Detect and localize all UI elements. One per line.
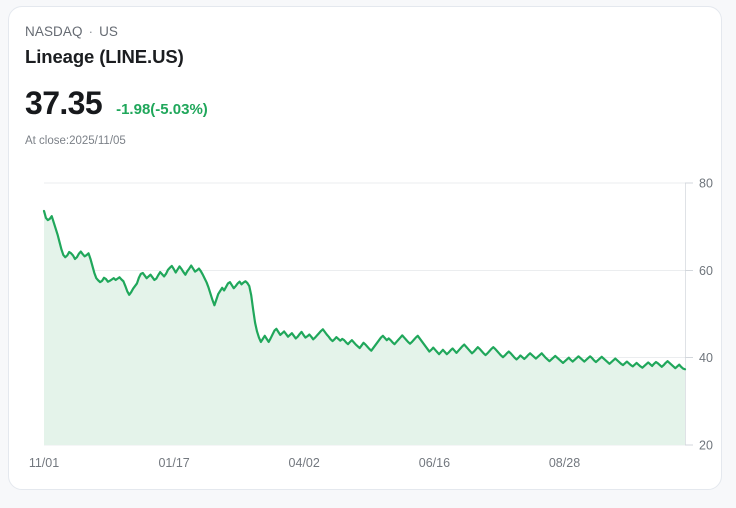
stock-quote-card: NASDAQ · US Lineage (LINE.US) 37.35 -1.9… bbox=[8, 6, 722, 490]
quote-header: NASDAQ · US Lineage (LINE.US) 37.35 -1.9… bbox=[25, 23, 705, 149]
price-change: -1.98(-5.03%) bbox=[116, 101, 208, 118]
x-axis-labels: 11/01 01/17 04/02 06/16 08/28 bbox=[29, 456, 580, 470]
market-status-note: At close:2025/11/05 bbox=[25, 135, 126, 147]
svg-text:60: 60 bbox=[699, 264, 713, 278]
x-axis-tick-label: 06/16 bbox=[419, 456, 450, 470]
x-axis-tick-label: 11/01 bbox=[29, 456, 59, 470]
x-axis-tick-label: 04/02 bbox=[289, 456, 320, 470]
chart-axis bbox=[685, 182, 693, 446]
page-title: Lineage (LINE.US) bbox=[25, 46, 184, 67]
exchange-row: NASDAQ · US bbox=[25, 23, 705, 41]
region-label: US bbox=[99, 24, 119, 39]
y-axis-labels: 80 60 40 20 bbox=[699, 177, 713, 453]
exchange-name: NASDAQ bbox=[25, 24, 83, 39]
svg-text:80: 80 bbox=[699, 177, 713, 191]
price-chart-svg[interactable]: 80 60 40 20 11/01 01/17 04/02 06/16 08/28 bbox=[9, 167, 722, 487]
x-axis-tick-label: 01/17 bbox=[158, 456, 189, 470]
separator-dot: · bbox=[88, 24, 94, 39]
svg-text:20: 20 bbox=[699, 439, 713, 453]
svg-text:40: 40 bbox=[699, 351, 713, 365]
x-axis-tick-label: 08/28 bbox=[549, 456, 580, 470]
current-price: 37.35 bbox=[25, 85, 103, 121]
price-chart[interactable]: 80 60 40 20 11/01 01/17 04/02 06/16 08/28 bbox=[9, 167, 722, 487]
chart-series bbox=[42, 209, 687, 445]
price-row: 37.35 -1.98(-5.03%) bbox=[25, 85, 705, 121]
